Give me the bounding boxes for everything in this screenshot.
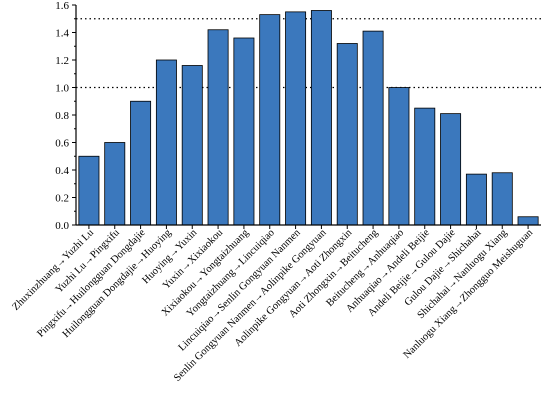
y-tick-label: 1.6	[55, 0, 69, 12]
y-tick-label: 0.2	[55, 193, 69, 205]
bar	[310, 10, 332, 226]
bar	[78, 155, 100, 226]
bar	[233, 37, 255, 226]
y-tick-label: 0.4	[55, 165, 69, 177]
y-tick-label: 0.6	[55, 138, 69, 150]
y-tick-label: 1.0	[55, 83, 69, 95]
y-tick-label: 1.4	[55, 28, 69, 40]
y-tick-labels: 0.0 0.2 0.4 0.6 0.8 1.0 1.2 1.4 1.6	[55, 0, 69, 232]
y-tick-label: 0.0	[55, 220, 69, 232]
bar	[336, 43, 358, 226]
bar	[207, 29, 229, 226]
bar	[491, 172, 513, 226]
reference-lines	[76, 18, 541, 89]
bar	[440, 113, 462, 226]
bar	[130, 100, 152, 226]
bar	[285, 11, 307, 226]
bar	[259, 14, 281, 226]
bar	[362, 30, 384, 226]
bar	[155, 59, 177, 226]
bar	[388, 87, 410, 226]
axes	[72, 4, 541, 229]
bar	[517, 216, 539, 226]
bar	[181, 65, 203, 226]
category-label: Pingxifu→Huilongguan Dongdajie	[35, 227, 148, 340]
bar	[104, 142, 126, 226]
bar	[465, 173, 487, 226]
y-tick-label: 1.2	[55, 55, 69, 67]
bar	[414, 107, 436, 226]
bars	[78, 10, 539, 226]
y-tick-label: 0.8	[55, 110, 69, 122]
